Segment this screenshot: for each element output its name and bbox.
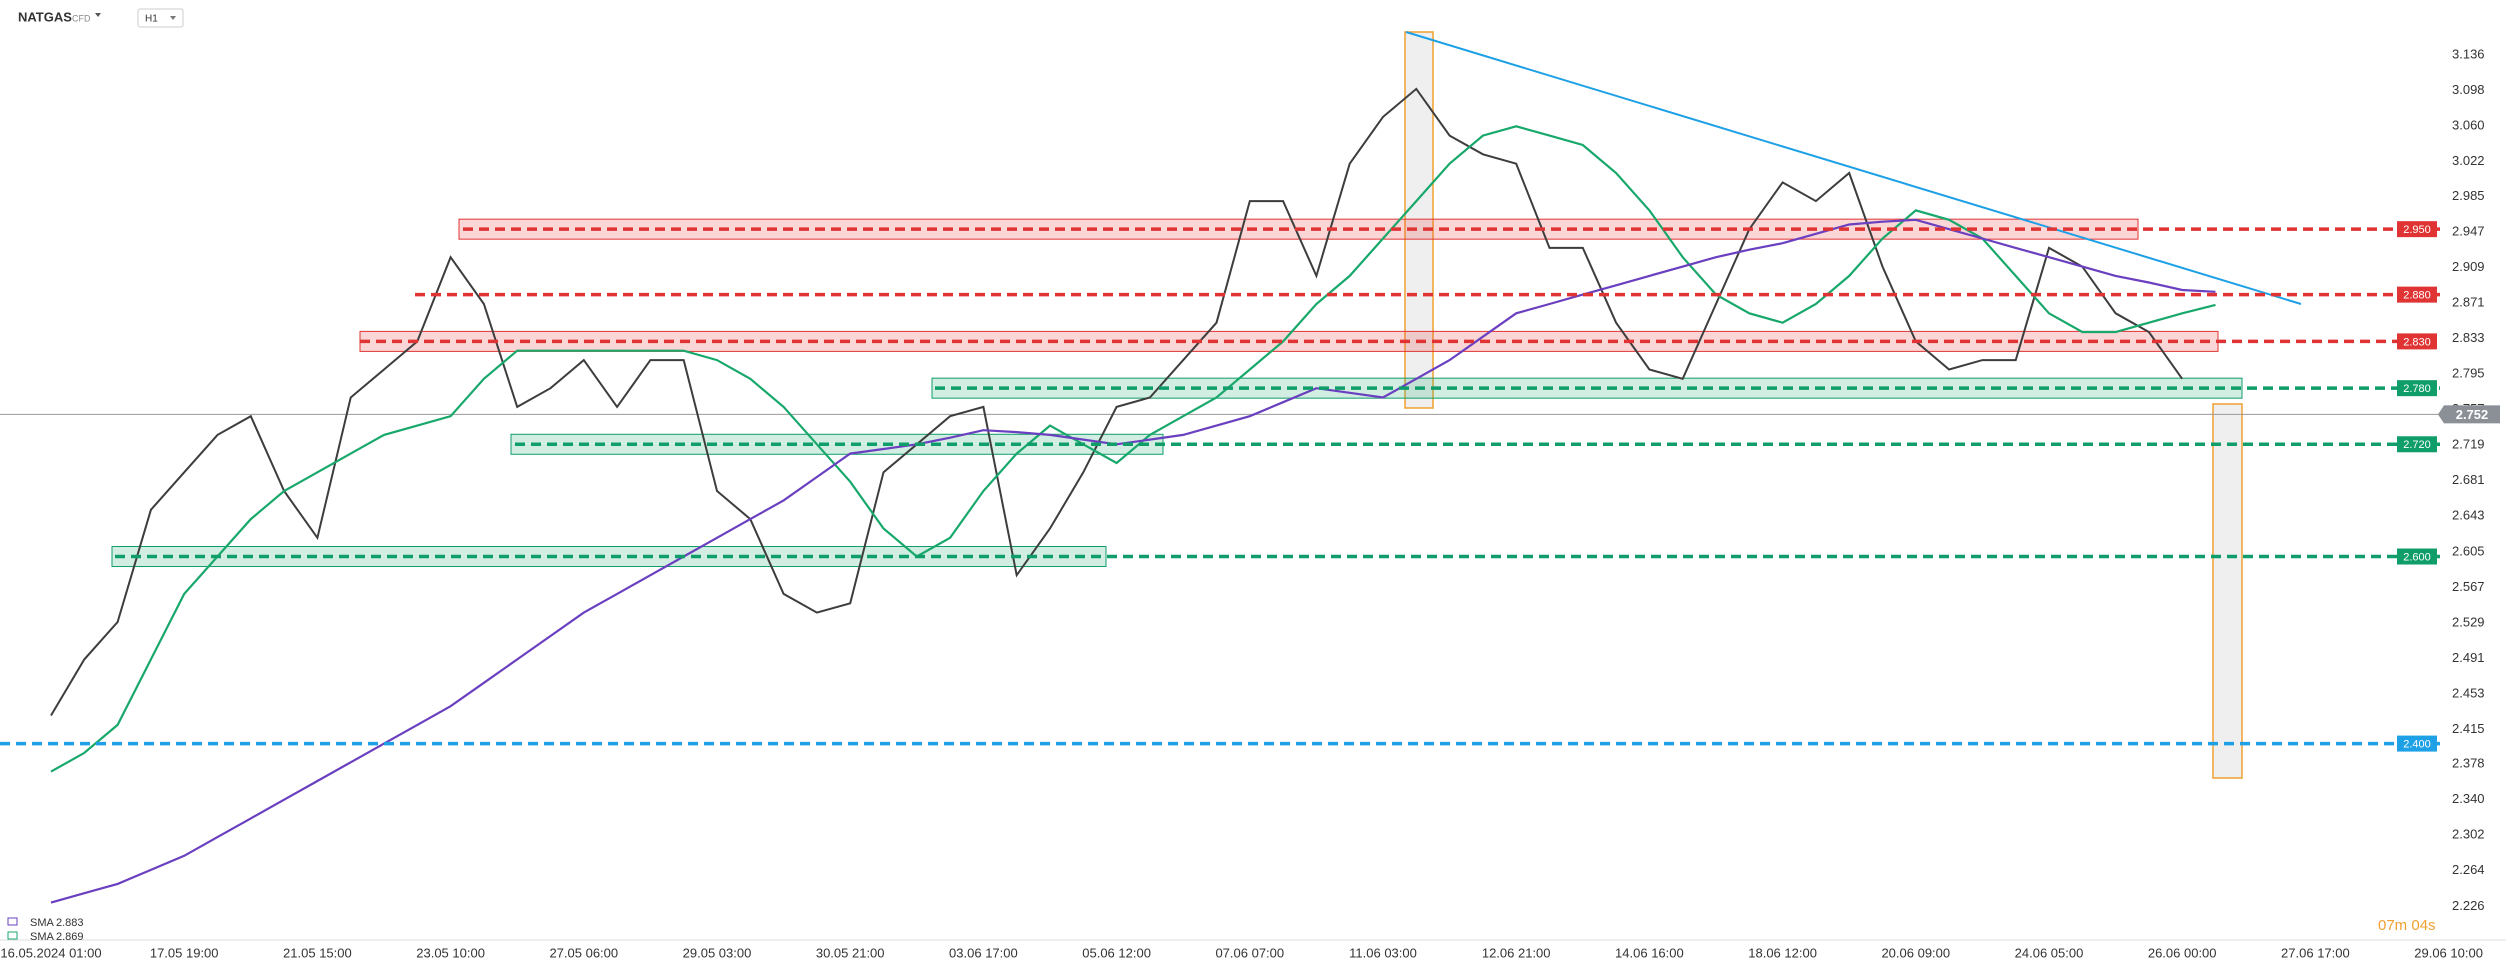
timeframe-box[interactable] bbox=[137, 8, 184, 28]
x-tick-label: 24.06 05:00 bbox=[2015, 945, 2084, 960]
y-tick-label: 2.302 bbox=[2452, 827, 2485, 842]
level-label-box bbox=[2397, 380, 2437, 397]
y-tick-label: 2.453 bbox=[2452, 685, 2485, 700]
x-tick-label: 17.05 19:00 bbox=[150, 945, 219, 960]
level-label-box bbox=[2397, 221, 2437, 238]
current-price-pointer bbox=[2438, 405, 2444, 424]
x-tick-label: 14.06 16:00 bbox=[1615, 945, 1684, 960]
y-tick-label: 3.022 bbox=[2452, 153, 2485, 168]
level-label: 2.400 bbox=[2403, 738, 2431, 750]
y-tick-label: 3.098 bbox=[2452, 82, 2485, 97]
y-tick-label: 2.643 bbox=[2452, 508, 2485, 523]
x-tick-label: 27.06 17:00 bbox=[2281, 945, 2350, 960]
x-tick-label: 27.05 06:00 bbox=[549, 945, 618, 960]
range-box bbox=[2212, 403, 2243, 779]
x-tick-label: 30.05 21:00 bbox=[816, 945, 885, 960]
legend-label: SMA bbox=[30, 917, 55, 929]
level-label-box bbox=[2397, 436, 2437, 453]
legend-value: 2.869 bbox=[56, 931, 84, 943]
legend: SMA 2.883 SMA 2.869 bbox=[7, 917, 84, 943]
y-tick-label: 2.795 bbox=[2452, 366, 2485, 381]
y-tick-label: 2.681 bbox=[2452, 472, 2485, 487]
current-price-label: 2.752 bbox=[2456, 407, 2489, 422]
countdown: 07m 04s bbox=[2378, 917, 2436, 934]
trend-line bbox=[1405, 31, 2302, 305]
y-tick-label: 3.136 bbox=[2452, 47, 2485, 62]
x-tick-label: 05.06 12:00 bbox=[1082, 945, 1151, 960]
y-tick-label: 2.871 bbox=[2452, 294, 2485, 309]
x-tick-label: 20.06 09:00 bbox=[1881, 945, 1950, 960]
level-label: 2.600 bbox=[2403, 551, 2431, 563]
level-label-box bbox=[2397, 333, 2437, 350]
y-tick-label: 2.529 bbox=[2452, 614, 2485, 629]
legend-label: SMA bbox=[30, 931, 55, 943]
level-label-box bbox=[2397, 286, 2437, 303]
y-tick-label: 2.719 bbox=[2452, 437, 2485, 452]
sma-line bbox=[50, 218, 2216, 904]
x-tick-label: 16.05.2024 01:00 bbox=[0, 945, 101, 960]
y-tick-label: 2.947 bbox=[2452, 223, 2485, 238]
y-tick-label: 2.491 bbox=[2452, 650, 2485, 665]
level-label: 2.720 bbox=[2403, 439, 2431, 451]
sma-line bbox=[50, 125, 2216, 773]
legend-value: 2.883 bbox=[56, 917, 84, 929]
current-price-box bbox=[2444, 405, 2500, 424]
legend-icon bbox=[7, 931, 18, 940]
y-tick-label: 2.909 bbox=[2452, 259, 2485, 274]
y-tick-label: 3.060 bbox=[2452, 118, 2485, 133]
zone bbox=[111, 546, 1107, 568]
y-tick-label: 2.415 bbox=[2452, 721, 2485, 736]
x-tick-label: 07.06 07:00 bbox=[1215, 945, 1284, 960]
chart-title: NATGAS bbox=[18, 9, 72, 24]
y-tick-label: 2.340 bbox=[2452, 791, 2485, 806]
y-tick-label: 2.226 bbox=[2452, 898, 2485, 913]
level-label: 2.950 bbox=[2403, 224, 2431, 236]
y-tick-label: 2.985 bbox=[2452, 188, 2485, 203]
x-tick-label: 03.06 17:00 bbox=[949, 945, 1018, 960]
level-label-box bbox=[2397, 735, 2437, 752]
level-label: 2.780 bbox=[2403, 383, 2431, 395]
level-label-box bbox=[2397, 548, 2437, 565]
price-line bbox=[50, 87, 2184, 717]
x-tick-label: 11.06 03:00 bbox=[1349, 945, 1417, 960]
legend-icon bbox=[7, 917, 18, 926]
timeframe-arrow bbox=[170, 16, 176, 20]
x-tick-label: 18.06 12:00 bbox=[1748, 945, 1817, 960]
y-tick-label: 2.833 bbox=[2452, 330, 2485, 345]
x-tick-label: 12.06 21:00 bbox=[1482, 945, 1551, 960]
y-tick-label: 2.264 bbox=[2452, 862, 2485, 877]
y-tick-label: 2.567 bbox=[2452, 579, 2485, 594]
timeframe[interactable]: H1 bbox=[145, 14, 158, 25]
level-label: 2.880 bbox=[2403, 290, 2431, 302]
y-tick-label: 2.378 bbox=[2452, 756, 2485, 771]
zone bbox=[931, 377, 2243, 399]
dropdown-arrow[interactable] bbox=[95, 13, 101, 17]
x-tick-label: 23.05 10:00 bbox=[416, 945, 485, 960]
x-tick-label: 21.05 15:00 bbox=[283, 945, 352, 960]
chart-subtitle: CFD bbox=[72, 13, 91, 23]
x-tick-label: 26.06 00:00 bbox=[2148, 945, 2217, 960]
x-tick-label: 29.06 10:00 bbox=[2414, 945, 2483, 960]
x-tick-label: 29.05 03:00 bbox=[683, 945, 752, 960]
level-label: 2.830 bbox=[2403, 336, 2431, 348]
y-tick-label: 2.605 bbox=[2452, 543, 2485, 558]
